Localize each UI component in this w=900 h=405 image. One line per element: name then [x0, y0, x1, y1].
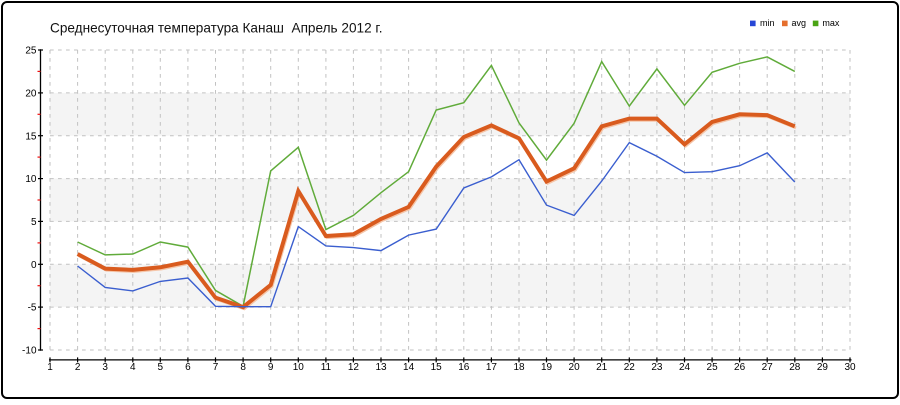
svg-text:23: 23 — [651, 362, 663, 373]
svg-text:Среднесуточная температура Кан: Среднесуточная температура Канаш Апрель … — [50, 21, 382, 36]
svg-text:-10: -10 — [22, 346, 37, 357]
svg-text:5: 5 — [31, 217, 37, 228]
svg-text:14: 14 — [403, 362, 415, 373]
svg-text:25: 25 — [25, 46, 37, 57]
svg-text:3: 3 — [102, 362, 108, 373]
svg-text:6: 6 — [185, 362, 191, 373]
svg-text:29: 29 — [817, 362, 829, 373]
svg-text:25: 25 — [707, 362, 719, 373]
svg-text:30: 30 — [844, 362, 856, 373]
svg-text:20: 20 — [25, 89, 37, 100]
svg-text:26: 26 — [734, 362, 746, 373]
svg-text:0: 0 — [31, 260, 37, 271]
svg-text:10: 10 — [293, 362, 305, 373]
svg-text:5: 5 — [158, 362, 164, 373]
svg-text:-5: -5 — [28, 303, 37, 314]
svg-text:17: 17 — [486, 362, 498, 373]
svg-text:24: 24 — [679, 362, 691, 373]
svg-text:4: 4 — [130, 362, 136, 373]
svg-text:16: 16 — [458, 362, 470, 373]
svg-text:2: 2 — [75, 362, 81, 373]
svg-text:21: 21 — [596, 362, 608, 373]
svg-text:7: 7 — [213, 362, 219, 373]
svg-text:10: 10 — [25, 174, 37, 185]
svg-text:22: 22 — [624, 362, 636, 373]
svg-text:11: 11 — [321, 362, 332, 373]
svg-text:27: 27 — [762, 362, 774, 373]
svg-text:8: 8 — [240, 362, 246, 373]
svg-text:9: 9 — [268, 362, 274, 373]
svg-text:15: 15 — [25, 131, 37, 142]
svg-text:18: 18 — [513, 362, 525, 373]
svg-text:12: 12 — [348, 362, 360, 373]
svg-text:1: 1 — [47, 362, 53, 373]
svg-text:28: 28 — [789, 362, 801, 373]
svg-text:max: max — [822, 18, 840, 28]
svg-text:min: min — [760, 18, 775, 28]
svg-text:15: 15 — [431, 362, 443, 373]
svg-text:avg: avg — [792, 18, 807, 28]
svg-text:20: 20 — [569, 362, 581, 373]
svg-text:19: 19 — [541, 362, 553, 373]
svg-text:13: 13 — [375, 362, 387, 373]
